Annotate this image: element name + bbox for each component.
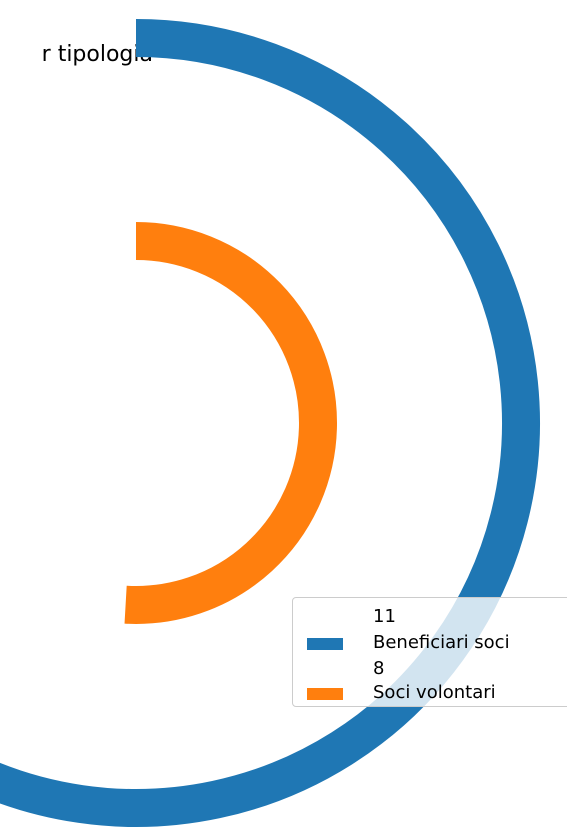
chart-title-text: r tipologia <box>41 42 153 67</box>
chart-title: r tipologia <box>0 42 153 74</box>
legend-item-soci-volontari: Soci volontari <box>293 680 567 706</box>
legend-swatch-beneficiari-soci <box>307 638 343 650</box>
legend: 11 Beneficiari soci 8 Soci volontari <box>292 597 567 707</box>
legend-value-label: 8 <box>373 658 385 679</box>
legend-label: Soci volontari <box>373 682 496 703</box>
legend-swatch-soci-volontari <box>307 688 343 700</box>
legend-value-label: 11 <box>373 606 396 627</box>
radial-bar-soci-volontari <box>124 222 337 624</box>
legend-item-beneficiari-soci: Beneficiari soci <box>293 630 567 656</box>
legend-label: Beneficiari soci <box>373 632 510 653</box>
